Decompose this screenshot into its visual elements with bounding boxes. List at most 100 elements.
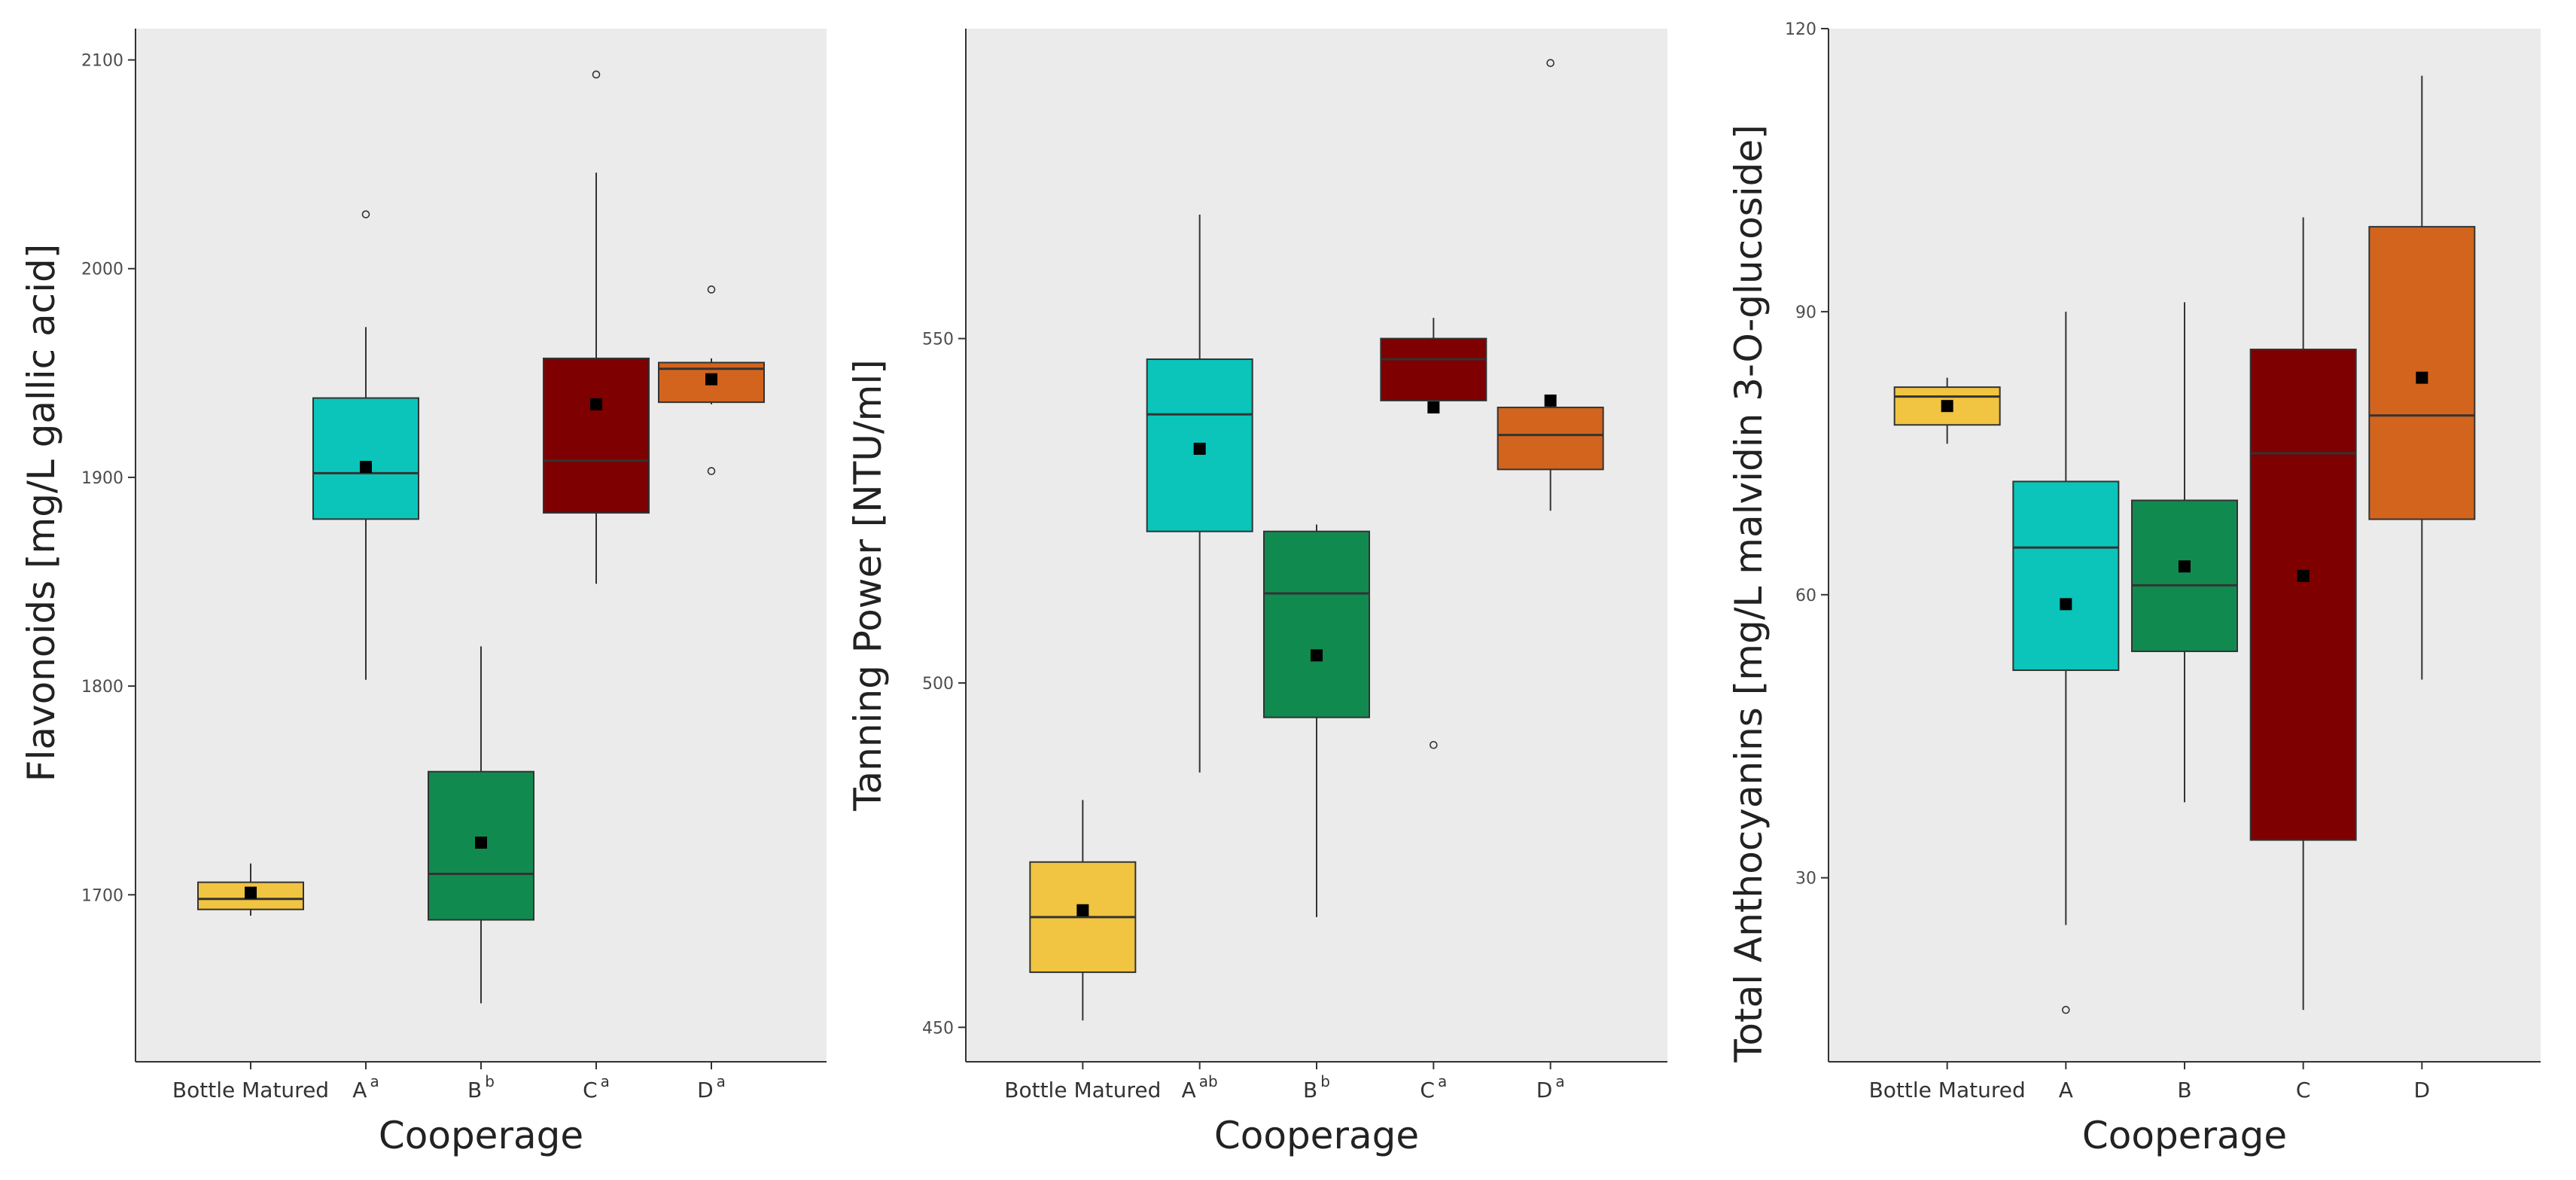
mean-marker xyxy=(2297,569,2310,582)
box-group-c xyxy=(2249,217,2357,1011)
box-iqr xyxy=(2249,349,2357,841)
box-iqr xyxy=(312,397,419,520)
category-name: A xyxy=(1182,1078,1196,1102)
category-name: D xyxy=(697,1078,714,1102)
y-axis-title: Tanning Power [NTU/ml] xyxy=(846,359,890,812)
category-name: B xyxy=(467,1078,482,1102)
chart-panel-3: 30 60 90 120 Bottle Matured A B C D Cooperage Tota… xyxy=(1727,20,2541,1157)
box-iqr xyxy=(1263,530,1370,718)
x-category-label: D xyxy=(2414,1078,2431,1102)
outlier-point xyxy=(361,210,370,218)
mean-marker xyxy=(360,461,372,474)
y-tick-label: 1900 xyxy=(81,469,123,488)
box-group-a xyxy=(2012,311,2120,1014)
mean-marker xyxy=(1311,649,1323,662)
mean-marker xyxy=(1427,401,1440,414)
category-significance-letter: a xyxy=(601,1072,610,1090)
mean-marker xyxy=(590,398,602,410)
category-significance-letter: b xyxy=(1320,1072,1330,1090)
box-group-b xyxy=(428,646,534,1004)
box-group-c xyxy=(543,70,650,584)
box-group-bottle-matured xyxy=(1029,800,1137,1021)
category-name: D xyxy=(1536,1078,1553,1102)
mean-marker xyxy=(1193,442,1206,455)
box-group-a xyxy=(1146,214,1253,773)
category-name: Bottle Matured xyxy=(1869,1078,2026,1102)
box-iqr xyxy=(1497,407,1604,471)
category-significance-letter: b xyxy=(485,1072,495,1090)
box-group-d xyxy=(658,285,765,475)
y-tick-label: 90 xyxy=(1795,303,1816,322)
y-tick-label: 500 xyxy=(922,675,954,694)
mean-marker xyxy=(2416,371,2428,384)
y-axis-title: Flavonoids [mg/L gallic acid] xyxy=(20,244,63,782)
box-iqr xyxy=(1380,337,1487,401)
mean-marker xyxy=(705,373,717,386)
box-iqr xyxy=(543,357,650,514)
outlier-point xyxy=(592,70,601,79)
y-tick-label: 120 xyxy=(1785,20,1816,39)
mean-marker xyxy=(2179,560,2191,573)
category-name: D xyxy=(2414,1078,2431,1102)
outlier-point xyxy=(707,285,716,294)
category-significance-letter: a xyxy=(1438,1072,1447,1090)
outlier-point xyxy=(707,467,716,475)
x-category-label: Bottle Matured xyxy=(1869,1078,2026,1102)
x-axis-title: Cooperage xyxy=(1214,1114,1419,1157)
box-group-b xyxy=(2131,302,2238,803)
y-tick-label: 450 xyxy=(922,1019,954,1038)
category-significance-letter: ab xyxy=(1199,1072,1218,1090)
x-category-label: B xyxy=(2177,1078,2191,1102)
y-tick-label: 1800 xyxy=(81,678,123,697)
x-category-label: C xyxy=(2296,1078,2311,1102)
mean-marker xyxy=(475,836,487,849)
category-name: B xyxy=(2177,1078,2191,1102)
mean-marker xyxy=(2060,598,2072,611)
x-axis-title: Cooperage xyxy=(2082,1114,2287,1157)
outlier-point xyxy=(1430,740,1438,749)
category-significance-letter: a xyxy=(1555,1072,1564,1090)
box-group-d xyxy=(2368,75,2476,680)
y-tick-label: 1700 xyxy=(81,886,123,905)
box-group-c xyxy=(1380,318,1487,749)
y-tick-label: 2100 xyxy=(81,52,123,71)
category-name: A xyxy=(352,1078,367,1102)
mean-marker xyxy=(1941,400,1953,413)
x-category-label: Bottle Matured xyxy=(1004,1078,1161,1102)
box-group-bottle-matured xyxy=(197,863,304,916)
x-category-label: A xyxy=(2059,1078,2073,1102)
x-axis-title: Cooperage xyxy=(379,1114,583,1157)
box-iqr xyxy=(2131,499,2238,652)
box-iqr xyxy=(2012,480,2120,672)
category-name: Bottle Matured xyxy=(1004,1078,1161,1102)
x-category-label: Bottle Matured xyxy=(172,1078,329,1102)
box-group-d xyxy=(1497,59,1604,511)
outlier-point xyxy=(2062,1005,2070,1014)
category-significance-letter: a xyxy=(370,1072,379,1090)
y-tick-label: 60 xyxy=(1795,587,1816,605)
mean-marker xyxy=(245,886,257,899)
category-name: Bottle Matured xyxy=(172,1078,329,1102)
y-axis-title: Total Anthocyanins [mg/L malvidin 3-O-gl… xyxy=(1727,124,1771,1063)
category-significance-letter: a xyxy=(717,1072,726,1090)
mean-marker xyxy=(1076,904,1089,916)
category-name: A xyxy=(2059,1078,2073,1102)
y-tick-label: 550 xyxy=(922,331,954,349)
y-tick-label: 2000 xyxy=(81,261,123,279)
category-name: C xyxy=(2296,1078,2311,1102)
category-name: C xyxy=(583,1078,598,1102)
box-group-bottle-matured xyxy=(1893,377,2001,444)
category-name: C xyxy=(1420,1078,1435,1102)
mean-marker xyxy=(1544,394,1557,407)
